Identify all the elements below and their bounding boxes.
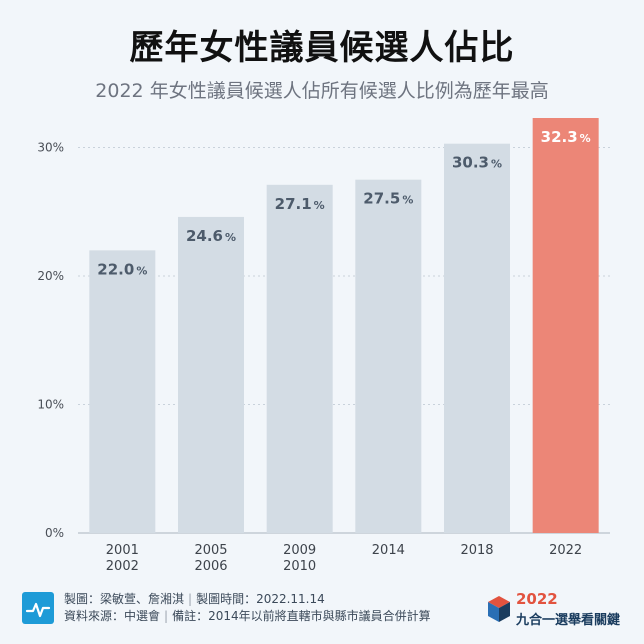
bar-value-label: 27.1% [275, 195, 325, 213]
x-tick-label: 2018 [460, 543, 493, 558]
x-tick-label: 2001 [106, 543, 139, 558]
footer-credit-time: 製圖時間：2022.11.14 [196, 592, 325, 606]
y-tick-label: 20% [37, 269, 64, 283]
bar [355, 179, 422, 534]
cube-logo-icon [488, 596, 510, 622]
x-tick-label: 2006 [194, 559, 227, 574]
footer-separator: | [164, 609, 169, 623]
bar-value-label: 24.6% [186, 227, 236, 245]
bar-value-label: 22.0% [97, 260, 147, 278]
footer: 製圖：梁敏萱、詹湘淇 | 製圖時間：2022.11.14 資料來源：中選會 | 備註：2… [0, 588, 644, 644]
y-tick-label: 30% [37, 141, 64, 155]
footer-source: 資料來源：中選會 [64, 609, 161, 623]
brand-logo: 2022 九合一選舉看關鍵 [486, 590, 636, 634]
chart-title: 歷年女性議員候選人佔比 [129, 28, 515, 68]
bar [444, 143, 510, 533]
x-tick-label: 2002 [106, 559, 139, 574]
brand-year: 2022 [516, 590, 558, 608]
y-tick-label: 10% [37, 398, 64, 412]
bar-value-label: 27.5% [363, 190, 413, 208]
x-tick-label: 2009 [283, 543, 316, 558]
bar [532, 118, 599, 533]
bar-value-label: 30.3% [452, 154, 502, 172]
x-tick-label: 2005 [194, 543, 227, 558]
pulse-chart-icon [22, 592, 54, 624]
chart-subtitle: 2022 年女性議員候選人佔所有候選人比例為歷年最高 [95, 80, 549, 102]
footer-credit-makers: 製圖：梁敏萱、詹湘淇 [64, 592, 185, 606]
x-tick-label: 2010 [283, 559, 316, 574]
x-tick-label: 2022 [549, 543, 582, 558]
footer-credits: 製圖：梁敏萱、詹湘淇 | 製圖時間：2022.11.14 資料來源：中選會 | 備註：2… [64, 591, 431, 625]
bar-value-label: 32.3% [541, 128, 591, 146]
footer-separator: | [188, 592, 193, 606]
brand-name: 九合一選舉看關鍵 [516, 613, 621, 628]
footer-note: 備註：2014年以前將直轄市與縣市議員合併計算 [172, 609, 431, 623]
x-tick-label: 2014 [372, 543, 405, 558]
bar [178, 216, 244, 533]
y-tick-label: 0% [45, 526, 64, 540]
bar [89, 250, 156, 533]
bar [266, 184, 333, 533]
